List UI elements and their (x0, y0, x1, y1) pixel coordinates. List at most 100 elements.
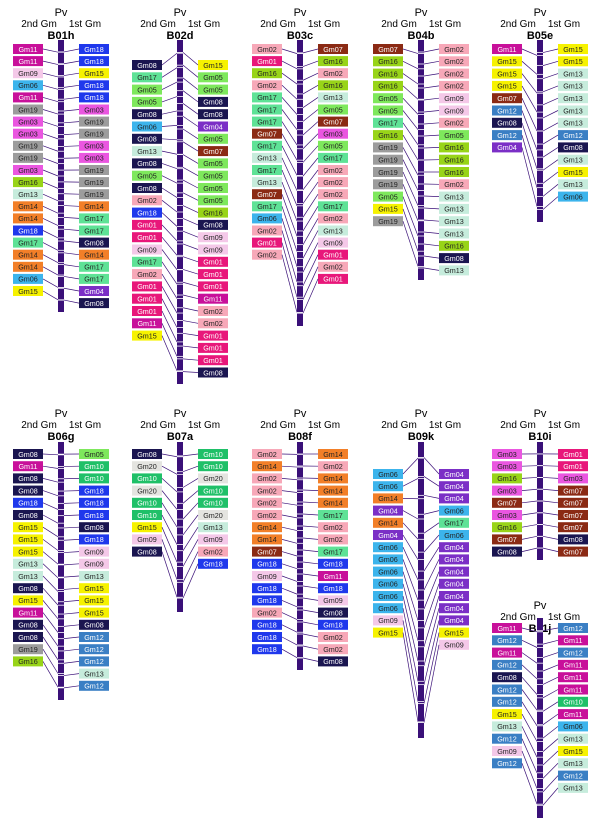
gm-block-left: Gm18 (132, 207, 162, 218)
gm-block-box (558, 647, 588, 658)
gm-block-box (252, 249, 282, 260)
gm-block-left: Gm09 (13, 68, 43, 79)
gm-block-label: Gm10 (137, 474, 157, 483)
gm-block-right: Gm17 (439, 517, 469, 528)
gm-block-box (439, 603, 469, 614)
gm-block-box (373, 517, 403, 528)
synteny-connector (182, 230, 199, 238)
gm-block-box (318, 595, 348, 606)
gm-block-box (13, 286, 43, 296)
gm-block-left: Gm02 (252, 80, 282, 91)
gm-block-right: Gm06 (558, 191, 588, 202)
synteny-connector (281, 514, 298, 519)
gm-block-left: Gm11 (13, 607, 43, 618)
gm-block-box (439, 80, 469, 91)
gm-block-box (198, 497, 228, 508)
gm-block-right: Gm10 (558, 696, 588, 707)
synteny-connector (521, 535, 538, 540)
gm-block-box (132, 318, 162, 329)
gm-block-box (252, 534, 282, 545)
gm-block-label: Gm03 (497, 462, 517, 471)
gm-block-label: Gm15 (203, 61, 223, 70)
gm-block-label: Gm18 (323, 621, 343, 630)
gm-block-label: Gm18 (137, 208, 157, 217)
gm-block-right: Gm05 (198, 170, 228, 181)
gm-block-label: Gm12 (563, 771, 583, 780)
gm-block-label: Gm18 (84, 57, 104, 66)
gm-block-label: Gm04 (497, 143, 517, 152)
synteny-connector (542, 134, 559, 145)
gm-block-box (198, 170, 228, 181)
gm-block-box (492, 721, 522, 732)
gm-block-label: Gm14 (18, 263, 38, 272)
synteny-connector (182, 514, 199, 536)
synteny-connector (402, 159, 419, 191)
gm-block-right: Gm19 (79, 116, 109, 127)
gm-block-box (252, 632, 282, 642)
gm-block-label: Gm01 (563, 462, 583, 471)
gm-block-label: Gm03 (323, 130, 343, 139)
chromosome-name: B10i (528, 431, 551, 443)
pv-label: Pv (415, 408, 428, 420)
gm-block-box (132, 269, 162, 280)
gm-block-box (252, 213, 282, 224)
gm-block-box (318, 128, 348, 139)
gm-block-box (79, 680, 109, 691)
gm-block-box (79, 298, 109, 309)
gm-block-label: Gm19 (378, 217, 398, 226)
gm-block-label: Gm07 (563, 547, 583, 556)
gm-block-label: Gm15 (563, 57, 583, 66)
synteny-connector (281, 60, 298, 70)
gm-block-box (132, 449, 162, 459)
gm-block-label: Gm08 (18, 486, 38, 495)
synteny-connector (521, 701, 538, 727)
gm-block-label: Gm02 (323, 263, 343, 272)
gm-block-box (318, 583, 348, 594)
gm-block-right: Gm15 (79, 607, 109, 618)
synteny-connector (302, 501, 319, 504)
synteny-connector (42, 478, 59, 483)
gm-block-box (79, 104, 109, 115)
second-gm-label: 2nd Gm (21, 19, 57, 30)
gm-block-label: Gm14 (18, 251, 38, 260)
gm-block-left: Gm03 (492, 510, 522, 520)
synteny-connector (281, 502, 298, 506)
synteny-connector (161, 273, 178, 299)
gm-block-left: Gm13 (492, 721, 522, 732)
gm-block-box (79, 473, 109, 484)
gm-block-box (252, 607, 282, 618)
gm-block-right: Gm18 (79, 510, 109, 520)
gm-block-box (439, 179, 469, 190)
gm-block-box (79, 510, 109, 520)
gm-block-right: Gm16 (439, 167, 469, 177)
gm-block-right: Gm04 (439, 615, 469, 626)
synteny-connector (161, 96, 178, 103)
synteny-connector (302, 621, 319, 626)
synteny-connector (542, 750, 559, 766)
gm-block-right: Gm13 (558, 117, 588, 128)
synteny-connector (182, 490, 199, 504)
gm-block-right: Gm07 (318, 44, 348, 54)
synteny-connector (521, 639, 538, 648)
synteny-connector (182, 256, 199, 263)
gm-block-box (558, 93, 588, 104)
gm-block-label: Gm20 (203, 474, 223, 483)
gm-block-right: Gm13 (439, 265, 469, 276)
gm-block-box (198, 195, 228, 206)
gm-block-right: Gm13 (439, 216, 469, 227)
gm-block-right: Gm13 (558, 105, 588, 116)
gm-block-label: Gm19 (84, 130, 104, 139)
synteny-connector (521, 488, 538, 491)
first-gm-label: 1st Gm (69, 19, 101, 30)
gm-block-label: Gm17 (257, 93, 277, 102)
gm-block-box (79, 68, 109, 79)
gm-block-label: Gm08 (563, 535, 583, 544)
synteny-connector (302, 597, 319, 601)
gm-block-right: Gm11 (558, 672, 588, 683)
pv-label: Pv (55, 408, 68, 420)
gm-block-label: Gm13 (323, 93, 343, 102)
gm-block-label: Gm18 (257, 633, 277, 642)
gm-block-left: Gm05 (373, 191, 403, 202)
gm-block-box (373, 469, 403, 479)
gm-block-right: Gm05 (198, 72, 228, 83)
